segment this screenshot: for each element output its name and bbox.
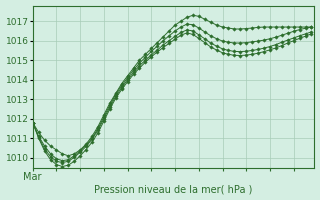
X-axis label: Pression niveau de la mer( hPa ): Pression niveau de la mer( hPa ) — [94, 184, 253, 194]
